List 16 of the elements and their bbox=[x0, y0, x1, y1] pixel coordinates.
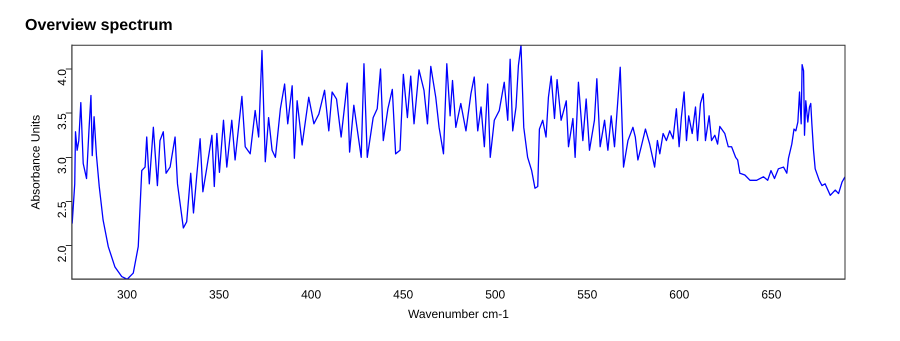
x-tick-label: 450 bbox=[393, 288, 414, 302]
x-tick-label: 300 bbox=[117, 288, 138, 302]
x-tick-label: 550 bbox=[577, 288, 598, 302]
chart-title: Overview spectrum bbox=[25, 17, 173, 34]
x-tick-label: 500 bbox=[485, 288, 506, 302]
y-tick-label: 4.0 bbox=[55, 68, 70, 86]
y-tick-label: 3.0 bbox=[55, 157, 70, 174]
x-axis-title: Wavenumber cm-1 bbox=[408, 307, 510, 322]
y-tick-label: 3.5 bbox=[55, 112, 70, 130]
y-axis-title: Absorbance Units bbox=[28, 114, 43, 210]
x-tick-label: 600 bbox=[669, 288, 690, 302]
y-tick-label: 2.5 bbox=[55, 201, 70, 218]
x-tick-label: 650 bbox=[761, 288, 782, 302]
y-tick-label: 2.0 bbox=[55, 245, 70, 262]
x-tick-label: 350 bbox=[209, 288, 230, 302]
x-tick-label: 400 bbox=[301, 288, 322, 302]
